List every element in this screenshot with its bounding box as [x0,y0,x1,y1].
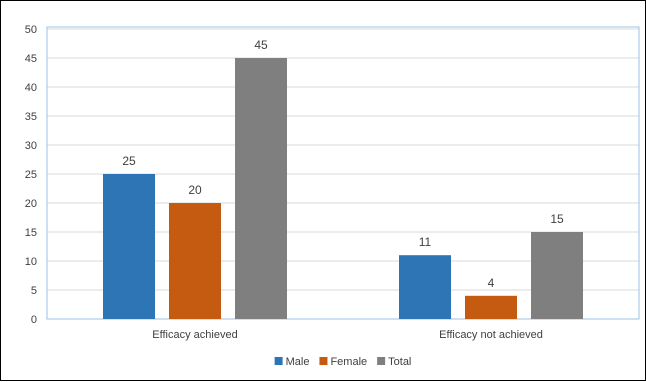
data-labels: 25 20 45 11 4 15 [122,38,564,290]
y-axis-tick-labels: 0 5 10 15 20 25 30 35 40 45 50 [25,24,37,326]
data-label: 11 [419,235,432,249]
plot-area-border [46,26,640,320]
data-label: 15 [550,212,564,226]
legend: Male Female Total [274,356,411,368]
legend-label: Female [330,356,367,368]
bar-total-1 [235,58,287,319]
y-tick-label: 20 [25,198,37,210]
legend-item-female: Female [319,356,367,368]
y-tick-label: 15 [25,227,37,239]
bars [103,58,583,319]
bar-male-1 [103,174,155,319]
bar-female-1 [169,203,221,319]
legend-item-total: Total [377,356,411,368]
x-axis-category-labels: Efficacy achieved Efficacy not achieved [152,329,543,341]
bar-female-2 [465,295,517,319]
legend-swatch [274,357,283,365]
y-tick-label: 50 [25,24,37,36]
data-label: 25 [122,154,136,168]
y-tick-label: 30 [25,140,37,152]
legend-label: Total [388,356,411,368]
data-label: 20 [188,183,202,197]
legend-item-male: Male [274,356,310,368]
x-category-label: Efficacy not achieved [439,329,543,341]
data-label: 45 [254,38,268,52]
y-tick-label: 10 [25,256,37,268]
y-tick-label: 0 [31,314,37,326]
y-tick-label: 25 [25,169,37,181]
legend-label: Male [286,356,310,368]
bar-total-2 [531,232,583,319]
y-tick-label: 40 [25,82,37,94]
legend-swatch [377,357,386,365]
x-category-label: Efficacy achieved [152,329,237,341]
y-tick-label: 35 [25,111,37,123]
legend-swatch [319,357,328,365]
y-tick-label: 5 [31,285,37,297]
bar-male-2 [399,255,451,319]
data-label: 4 [488,276,495,290]
y-tick-label: 45 [25,53,37,65]
